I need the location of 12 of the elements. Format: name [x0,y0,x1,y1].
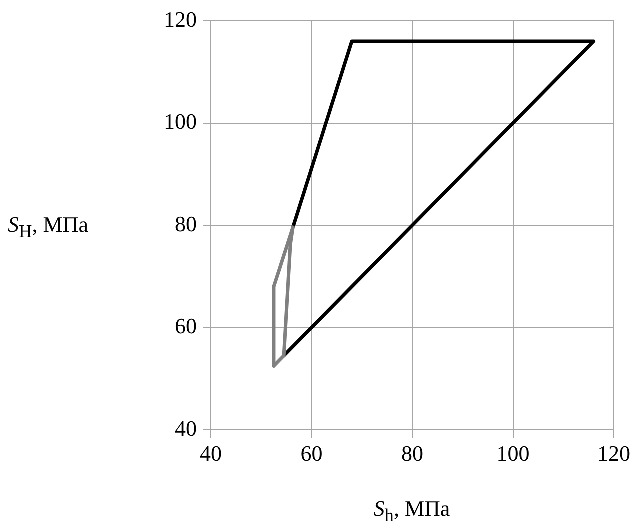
y-axis-title: S$_{H}$, МПа [8,212,88,242]
y-tick-label: 60 [175,314,197,339]
x-tick-label: 80 [402,440,424,466]
x-tick-label: 100 [496,440,530,466]
x-tick-label: 60 [300,440,323,466]
x-tick-label: 120 [598,440,630,466]
y-tick-label: 100 [164,109,197,134]
y-tick-label: 80 [175,211,197,236]
y-tick-label: 120 [164,6,197,32]
x-tick-label: 40 [200,440,222,466]
y-tick-label: 40 [175,416,197,441]
x-axis-title: S$_{h}$, МПа [374,496,450,526]
